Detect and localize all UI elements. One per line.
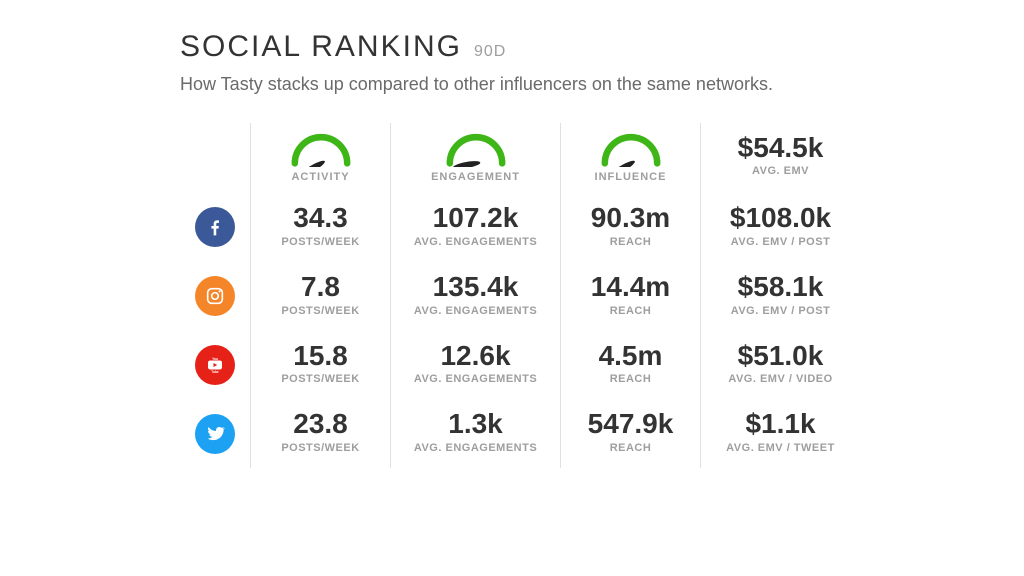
header-activity-label: ACTIVITY: [291, 171, 349, 183]
engagement-value: 1.3k: [448, 409, 503, 440]
header-influence: INFLUENCE: [560, 123, 700, 193]
page-title: SOCIAL RANKING: [180, 30, 462, 64]
gauge-activity-icon: [284, 127, 358, 167]
influence-value: 90.3m: [591, 203, 670, 234]
activity-label: POSTS/WEEK: [281, 373, 359, 385]
period-label: 90D: [474, 43, 506, 61]
engagement-label: AVG. ENGAGEMENTS: [414, 305, 537, 317]
engagement-label: AVG. ENGAGEMENTS: [414, 373, 537, 385]
metric-cell: 15.8 POSTS/WEEK: [250, 331, 390, 400]
network-icon-cell: [180, 193, 250, 262]
activity-value: 7.8: [301, 272, 340, 303]
emv-value: $108.0k: [730, 203, 831, 234]
emv-label: AVG. EMV / VIDEO: [728, 373, 832, 385]
metric-cell: $58.1k AVG. EMV / POST: [700, 262, 860, 331]
activity-label: POSTS/WEEK: [281, 442, 359, 454]
metric-cell: 12.6k AVG. ENGAGEMENTS: [390, 331, 560, 400]
subtitle: How Tasty stacks up compared to other in…: [180, 74, 1024, 95]
metric-cell: 90.3m REACH: [560, 193, 700, 262]
title-row: SOCIAL RANKING 90D: [180, 30, 1024, 64]
gauge-influence-icon: [594, 127, 668, 167]
influence-value: 547.9k: [588, 409, 674, 440]
network-icon-cell: [180, 399, 250, 468]
metric-cell: 4.5m REACH: [560, 331, 700, 400]
emv-overall-label: AVG. EMV: [752, 165, 809, 177]
engagement-value: 107.2k: [433, 203, 519, 234]
activity-value: 34.3: [293, 203, 348, 234]
header-engagement-label: ENGAGEMENT: [431, 171, 520, 183]
influence-value: 14.4m: [591, 272, 670, 303]
network-icon-cell: [180, 262, 250, 331]
engagement-value: 135.4k: [433, 272, 519, 303]
influence-label: REACH: [610, 305, 652, 317]
metric-cell: 23.8 POSTS/WEEK: [250, 399, 390, 468]
metric-cell: 7.8 POSTS/WEEK: [250, 262, 390, 331]
metric-cell: 547.9k REACH: [560, 399, 700, 468]
influence-label: REACH: [610, 442, 652, 454]
metric-cell: 34.3 POSTS/WEEK: [250, 193, 390, 262]
engagement-label: AVG. ENGAGEMENTS: [414, 442, 537, 454]
emv-label: AVG. EMV / TWEET: [726, 442, 835, 454]
activity-value: 15.8: [293, 341, 348, 372]
emv-overall-value: $54.5k: [738, 133, 824, 164]
activity-label: POSTS/WEEK: [281, 236, 359, 248]
emv-value: $51.0k: [738, 341, 824, 372]
header-activity: ACTIVITY: [250, 123, 390, 193]
metric-cell: $51.0k AVG. EMV / VIDEO: [700, 331, 860, 400]
header-engagement: ENGAGEMENT: [390, 123, 560, 193]
ranking-grid: ACTIVITY ENGAGEMENT INFLUENCE $54.5k AVG…: [180, 123, 1024, 468]
svg-text:You: You: [212, 357, 218, 361]
metric-cell: 107.2k AVG. ENGAGEMENTS: [390, 193, 560, 262]
youtube-icon: You Tube: [195, 345, 235, 385]
gauge-engagement-icon: [439, 127, 513, 167]
influence-label: REACH: [610, 373, 652, 385]
header-spacer: [180, 123, 250, 193]
svg-text:Tube: Tube: [211, 370, 219, 374]
emv-label: AVG. EMV / POST: [731, 236, 831, 248]
metric-cell: $1.1k AVG. EMV / TWEET: [700, 399, 860, 468]
facebook-icon: [195, 207, 235, 247]
metric-cell: 135.4k AVG. ENGAGEMENTS: [390, 262, 560, 331]
metric-cell: 14.4m REACH: [560, 262, 700, 331]
network-icon-cell: You Tube: [180, 331, 250, 400]
header-emv: $54.5k AVG. EMV: [700, 123, 860, 193]
engagement-value: 12.6k: [440, 341, 510, 372]
header-influence-label: INFLUENCE: [595, 171, 667, 183]
emv-value: $1.1k: [745, 409, 815, 440]
instagram-icon: [195, 276, 235, 316]
influence-label: REACH: [610, 236, 652, 248]
emv-label: AVG. EMV / POST: [731, 305, 831, 317]
activity-label: POSTS/WEEK: [281, 305, 359, 317]
metric-cell: $108.0k AVG. EMV / POST: [700, 193, 860, 262]
influence-value: 4.5m: [599, 341, 663, 372]
engagement-label: AVG. ENGAGEMENTS: [414, 236, 537, 248]
twitter-icon: [195, 414, 235, 454]
metric-cell: 1.3k AVG. ENGAGEMENTS: [390, 399, 560, 468]
activity-value: 23.8: [293, 409, 348, 440]
emv-value: $58.1k: [738, 272, 824, 303]
